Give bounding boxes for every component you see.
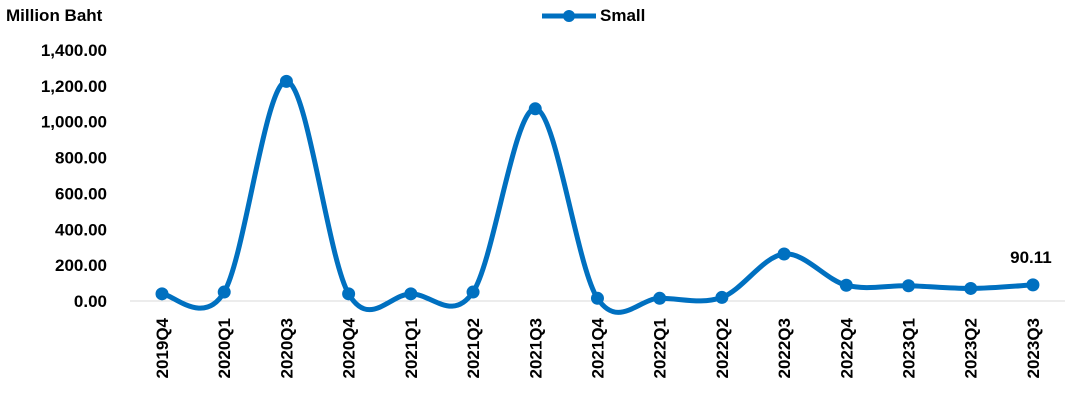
data-point — [1026, 278, 1040, 292]
data-label: 90.11 — [1010, 248, 1052, 267]
data-point — [342, 287, 356, 301]
x-tick-label: 2020Q1 — [215, 318, 234, 379]
x-tick-label: 2022Q1 — [651, 318, 670, 379]
data-point — [590, 291, 604, 305]
y-tick-label: 200.00 — [55, 256, 107, 275]
legend-label: Small — [600, 6, 646, 25]
data-point — [279, 74, 293, 88]
y-tick-label: 1,400.00 — [41, 41, 107, 60]
x-tick-label: 2023Q2 — [962, 318, 981, 379]
x-tick-label: 2021Q1 — [402, 318, 421, 379]
x-tick-label: 2020Q3 — [277, 318, 296, 379]
y-tick-label: 800.00 — [55, 149, 107, 168]
x-tick-label: 2019Q4 — [153, 317, 172, 378]
data-point — [777, 247, 791, 261]
data-point — [964, 281, 978, 295]
x-tick-label: 2022Q3 — [775, 318, 794, 379]
y-axis-title: Million Baht — [6, 6, 103, 25]
data-point — [715, 290, 729, 304]
data-point — [839, 278, 853, 292]
x-tick-label: 2023Q1 — [900, 318, 919, 379]
y-tick-label: 0.00 — [74, 292, 107, 311]
x-tick-label: 2022Q2 — [713, 318, 732, 379]
legend: Small — [540, 6, 645, 26]
y-tick-label: 600.00 — [55, 184, 107, 203]
data-point — [466, 285, 480, 299]
y-tick-label: 1,000.00 — [41, 113, 107, 132]
y-tick-label: 1,200.00 — [41, 77, 107, 96]
data-point — [217, 285, 231, 299]
x-tick-label: 2021Q4 — [588, 317, 607, 378]
series-line — [161, 78, 1034, 315]
data-point — [404, 287, 418, 301]
y-tick-label: 400.00 — [55, 220, 107, 239]
legend-marker-icon — [542, 10, 596, 22]
x-tick-label: 2023Q3 — [1024, 318, 1043, 379]
data-point — [155, 287, 169, 301]
x-tick-label: 2021Q3 — [526, 318, 545, 379]
x-tick-label: 2021Q2 — [464, 318, 483, 379]
x-tick-label: 2020Q4 — [340, 317, 359, 378]
data-point — [528, 102, 542, 116]
data-point — [902, 279, 916, 293]
x-tick-label: 2022Q4 — [837, 317, 856, 378]
data-point — [653, 291, 667, 305]
